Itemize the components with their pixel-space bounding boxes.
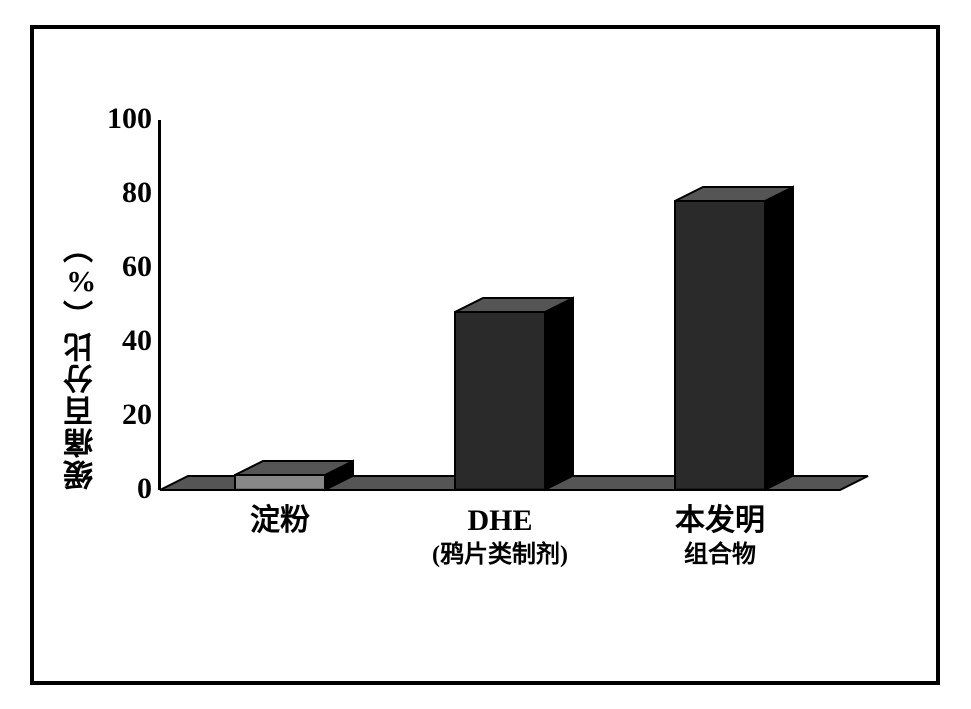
x-axis-label: DHE(鸦片类制剂) [390, 502, 610, 570]
y-tick-label: 100 [102, 102, 152, 136]
bar [452, 295, 576, 493]
y-tick-label: 20 [102, 398, 152, 432]
x-axis-label-line: DHE [390, 502, 610, 540]
y-axis [158, 120, 161, 490]
x-axis-label: 淀粉 [170, 502, 390, 540]
y-tick-label: 40 [102, 324, 152, 358]
y-axis-title: 缓痛百分比（%） [60, 120, 104, 490]
bar [232, 458, 356, 493]
x-axis-label-line: 淀粉 [170, 502, 390, 540]
y-tick-label: 60 [102, 250, 152, 284]
x-axis-label-line: (鸦片类制剂) [390, 540, 610, 570]
x-axis-label: 本发明组合物 [610, 502, 830, 570]
y-tick-label: 80 [102, 176, 152, 210]
x-axis-label-line: 组合物 [610, 540, 830, 570]
y-tick-label: 0 [102, 472, 152, 506]
bar [672, 184, 796, 493]
x-axis-label-line: 本发明 [610, 502, 830, 540]
